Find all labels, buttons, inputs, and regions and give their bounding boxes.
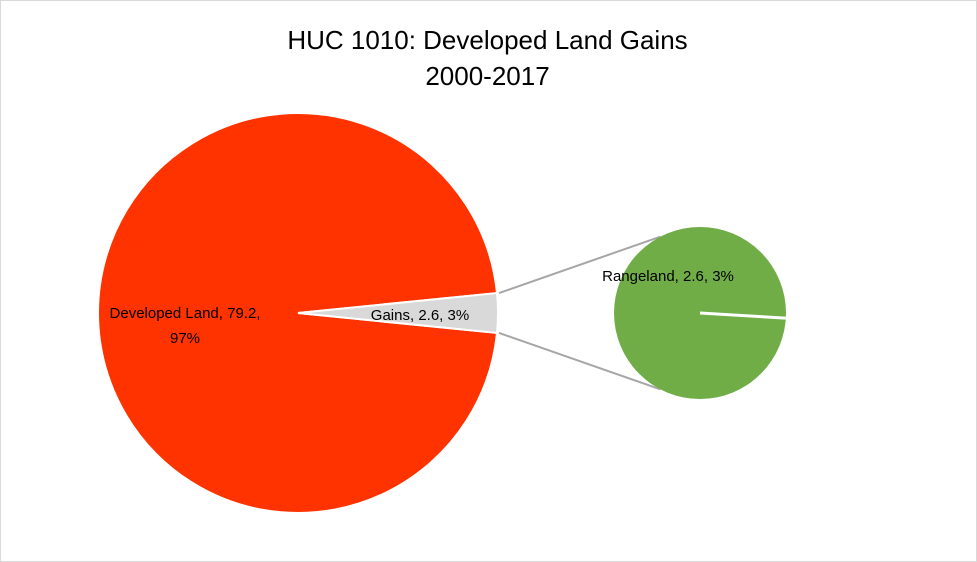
label-developed-land-line2: 97% <box>170 330 200 347</box>
chart-title-line2: 2000-2017 <box>425 61 550 91</box>
label-gains: Gains, 2.6, 3% <box>371 307 469 324</box>
connector-line-bottom <box>498 331 661 391</box>
label-rangeland: Rangeland, 2.6, 3% <box>602 268 734 285</box>
slice-gains <box>297 291 499 335</box>
chart-title-line1: HUC 1010: Developed Land Gains <box>287 25 688 55</box>
slice-developed-land <box>97 112 499 514</box>
connector-line-top <box>498 235 661 295</box>
secondary-pie-divider <box>699 311 786 320</box>
label-developed-land-line1: Developed Land, 79.2, <box>110 305 261 322</box>
chart-title: HUC 1010: Developed Land Gains 2000-2017 <box>0 22 975 94</box>
